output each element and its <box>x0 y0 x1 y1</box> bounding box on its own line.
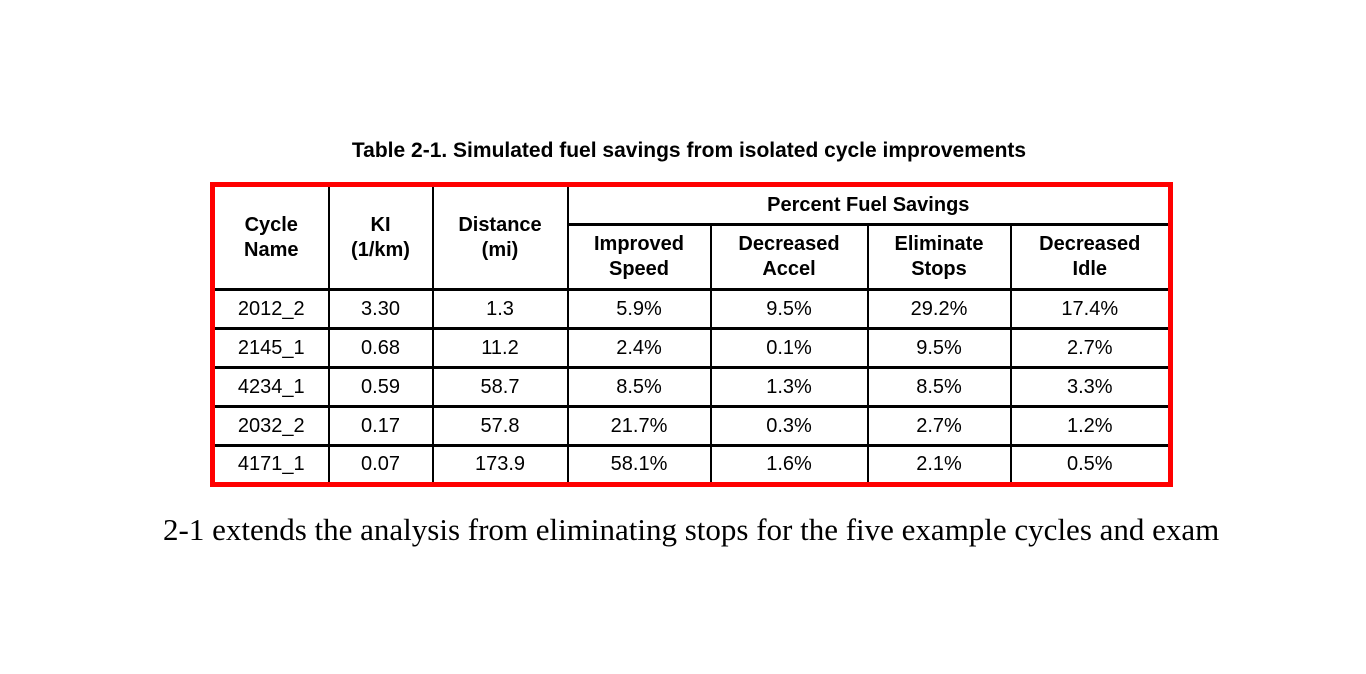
cell-distance: 1.3 <box>431 288 569 330</box>
cell-improved-speed: 8.5% <box>566 366 712 408</box>
cell-ki: 0.17 <box>327 405 434 447</box>
col-header-eliminate-stops: Eliminate Stops <box>866 223 1012 291</box>
col-header-distance: Distance (mi) <box>431 183 569 291</box>
cell-ki: 0.68 <box>327 327 434 369</box>
cell-ki: 0.07 <box>327 444 434 486</box>
table-row: 2032_2 0.17 57.8 21.7% 0.3% 2.7% 1.2% <box>211 405 1172 447</box>
cell-eliminate-stops: 29.2% <box>866 288 1012 330</box>
cell-decreased-accel: 0.1% <box>709 327 869 369</box>
cell-decreased-idle: 0.5% <box>1009 444 1172 486</box>
cell-decreased-accel: 1.6% <box>709 444 869 486</box>
cell-distance: 57.8 <box>431 405 569 447</box>
cell-eliminate-stops: 2.1% <box>866 444 1012 486</box>
table-row: 2145_1 0.68 11.2 2.4% 0.1% 9.5% 2.7% <box>211 327 1172 369</box>
cell-decreased-accel: 0.3% <box>709 405 869 447</box>
col-header-decreased-idle: Decreased Idle <box>1009 223 1172 291</box>
table-row: 4171_1 0.07 173.9 58.1% 1.6% 2.1% 0.5% <box>211 444 1172 486</box>
cell-improved-speed: 2.4% <box>566 327 712 369</box>
cell-distance: 173.9 <box>431 444 569 486</box>
cell-improved-speed: 58.1% <box>566 444 712 486</box>
cell-decreased-idle: 17.4% <box>1009 288 1172 330</box>
table-title: Table 2-1. Simulated fuel savings from i… <box>351 139 1027 162</box>
cell-cycle-name: 2012_2 <box>211 288 330 330</box>
cell-distance: 58.7 <box>431 366 569 408</box>
header-row-sub: Improved Speed Decreased Accel Eliminate… <box>213 223 1172 291</box>
cell-decreased-accel: 1.3% <box>709 366 869 408</box>
cell-cycle-name: 2145_1 <box>211 327 330 369</box>
cell-cycle-name: 2032_2 <box>211 405 330 447</box>
cell-improved-speed: 5.9% <box>566 288 712 330</box>
table-row: 4234_1 0.59 58.7 8.5% 1.3% 8.5% 3.3% <box>211 366 1172 408</box>
col-header-decreased-accel: Decreased Accel <box>709 223 869 291</box>
col-header-cycle-name: Cycle Name <box>211 183 330 291</box>
table-row: 2012_2 3.30 1.3 5.9% 9.5% 29.2% 17.4% <box>211 288 1172 330</box>
cell-decreased-accel: 9.5% <box>709 288 869 330</box>
cell-distance: 11.2 <box>431 327 569 369</box>
cell-decreased-idle: 1.2% <box>1009 405 1172 447</box>
cell-decreased-idle: 2.7% <box>1009 327 1172 369</box>
col-header-improved-speed: Improved Speed <box>566 223 712 291</box>
cell-improved-speed: 21.7% <box>566 405 712 447</box>
body-text: 2-1 extends the analysis from eliminatin… <box>163 512 1220 547</box>
cell-decreased-idle: 3.3% <box>1009 366 1172 408</box>
cell-eliminate-stops: 8.5% <box>866 366 1012 408</box>
cell-cycle-name: 4171_1 <box>211 444 330 486</box>
cell-ki: 3.30 <box>327 288 434 330</box>
cell-ki: 0.59 <box>327 366 434 408</box>
fuel-savings-table: Cycle Name KI (1/km) Distance (mi) Perce… <box>210 182 1174 487</box>
cell-eliminate-stops: 9.5% <box>866 327 1012 369</box>
cell-cycle-name: 4234_1 <box>211 366 330 408</box>
group-header-percent-fuel-savings: Percent Fuel Savings <box>566 183 1172 226</box>
cell-eliminate-stops: 2.7% <box>866 405 1012 447</box>
col-header-ki: KI (1/km) <box>327 183 434 291</box>
header-row-group: Cycle Name KI (1/km) Distance (mi) Perce… <box>211 183 1172 291</box>
